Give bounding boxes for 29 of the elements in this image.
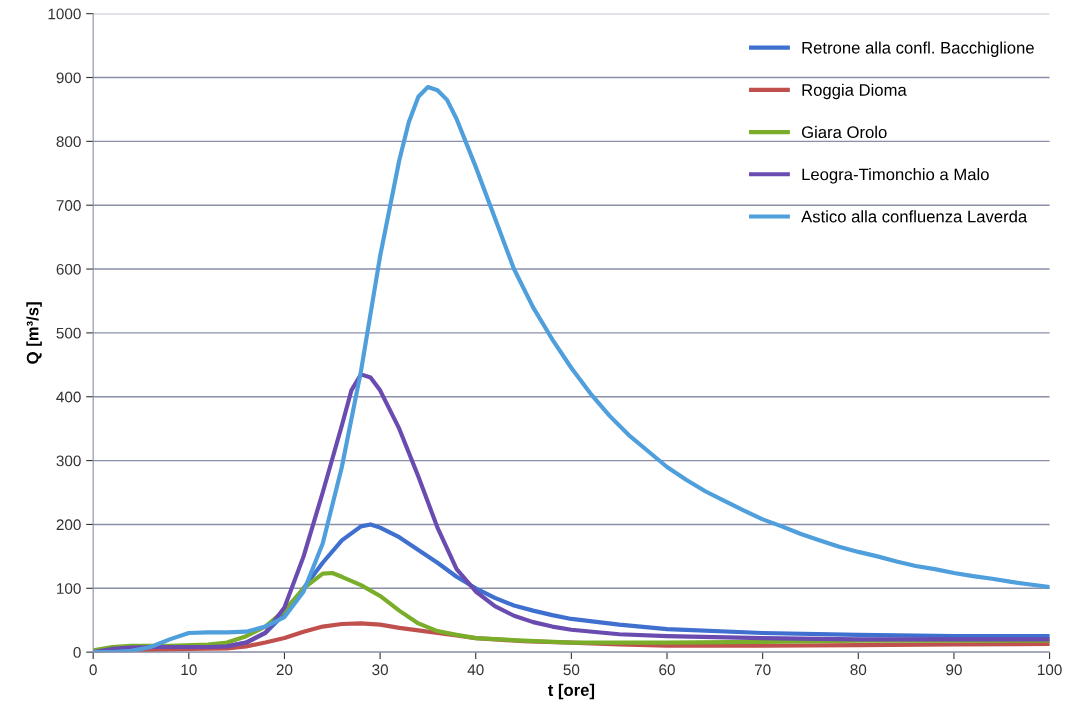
y-tick-label: 900 (56, 72, 81, 84)
y-tick-label: 200 (56, 519, 81, 531)
x-tick-label: 90 (946, 664, 962, 676)
x-tick-label: 70 (754, 664, 771, 676)
x-tick-label: 0 (89, 664, 97, 676)
legend-label: Retrone alla confl. Bacchiglione (802, 41, 1034, 57)
y-tick-label: 100 (57, 583, 81, 594)
x-tick-label: 100 (1038, 664, 1062, 676)
y-tick-label: 300 (56, 455, 81, 467)
y-tick-label: 0 (73, 647, 81, 658)
legend-label: Leogra-Timonchio a Malo (802, 168, 989, 184)
x-tick-label: 40 (467, 664, 484, 676)
x-tick-label: 30 (372, 664, 388, 676)
y-tick-label: 400 (56, 391, 81, 403)
legend-label: Roggia Dioma (802, 83, 907, 100)
y-tick-label: 1000 (48, 8, 81, 20)
y-tick-label: 500 (56, 327, 81, 339)
y-axis-title: Q [m³/s] (26, 302, 42, 364)
x-tick-label: 20 (276, 664, 293, 676)
legend-label: Giara Orolo (801, 125, 887, 139)
x-tick-label: 80 (850, 664, 867, 676)
x-axis-title: t [ore] (547, 683, 595, 700)
y-tick-label: 700 (56, 200, 81, 211)
x-tick-label: 50 (563, 664, 580, 676)
x-tick-label: 10 (181, 664, 197, 676)
legend-label: Astico alla confluenza Laverda (801, 210, 1028, 223)
y-tick-label: 600 (56, 263, 81, 275)
x-tick-label: 60 (659, 664, 675, 676)
y-tick-label: 800 (56, 136, 81, 148)
